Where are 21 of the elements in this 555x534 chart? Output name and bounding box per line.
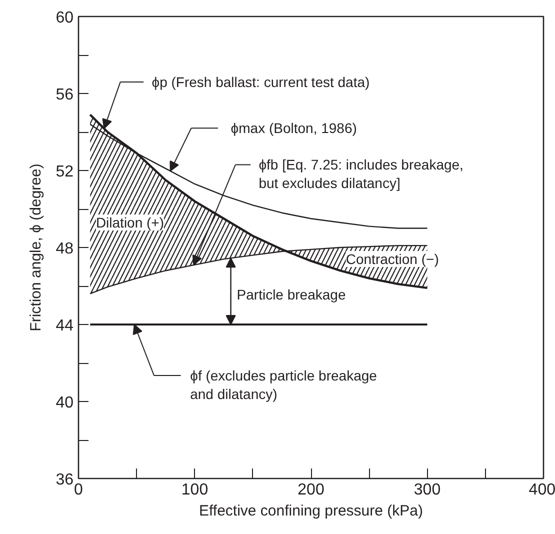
x-tick-label: 100 xyxy=(181,482,208,498)
y-tick-label: 56 xyxy=(56,86,74,104)
y-tick-label: 36 xyxy=(56,472,74,488)
x-tick-label: 300 xyxy=(414,482,441,498)
annotation: ϕmax (Bolton, 1986) xyxy=(230,120,357,136)
y-tick-label: 60 xyxy=(56,10,74,26)
x-tick-label: 0 xyxy=(74,482,84,498)
x-tick-label: 200 xyxy=(298,482,324,498)
y-tick-label: 48 xyxy=(56,240,74,258)
x-tick-label: 400 xyxy=(528,482,555,498)
y-axis-title: Friction angle, ϕ (degree) xyxy=(28,164,45,332)
annotation: Contraction (−) xyxy=(346,251,439,268)
annotation: Particle breakage xyxy=(236,286,346,303)
annotation: Dilation (+) xyxy=(96,214,164,230)
x-axis-title: Effective confining pressure (kPa) xyxy=(199,502,424,520)
annotation: ϕf (excludes particle breakage and dilatancy) xyxy=(190,367,378,402)
annotation: ϕp (Fresh ballast: current test data) xyxy=(152,74,370,90)
y-tick-label: 52 xyxy=(56,164,74,180)
y-tick-label: 40 xyxy=(56,394,74,412)
y-tick-label: 44 xyxy=(56,318,74,334)
annotation: ϕfb [Eq. 7.25: includes breakage, but excludes dilatancy] xyxy=(258,156,464,192)
